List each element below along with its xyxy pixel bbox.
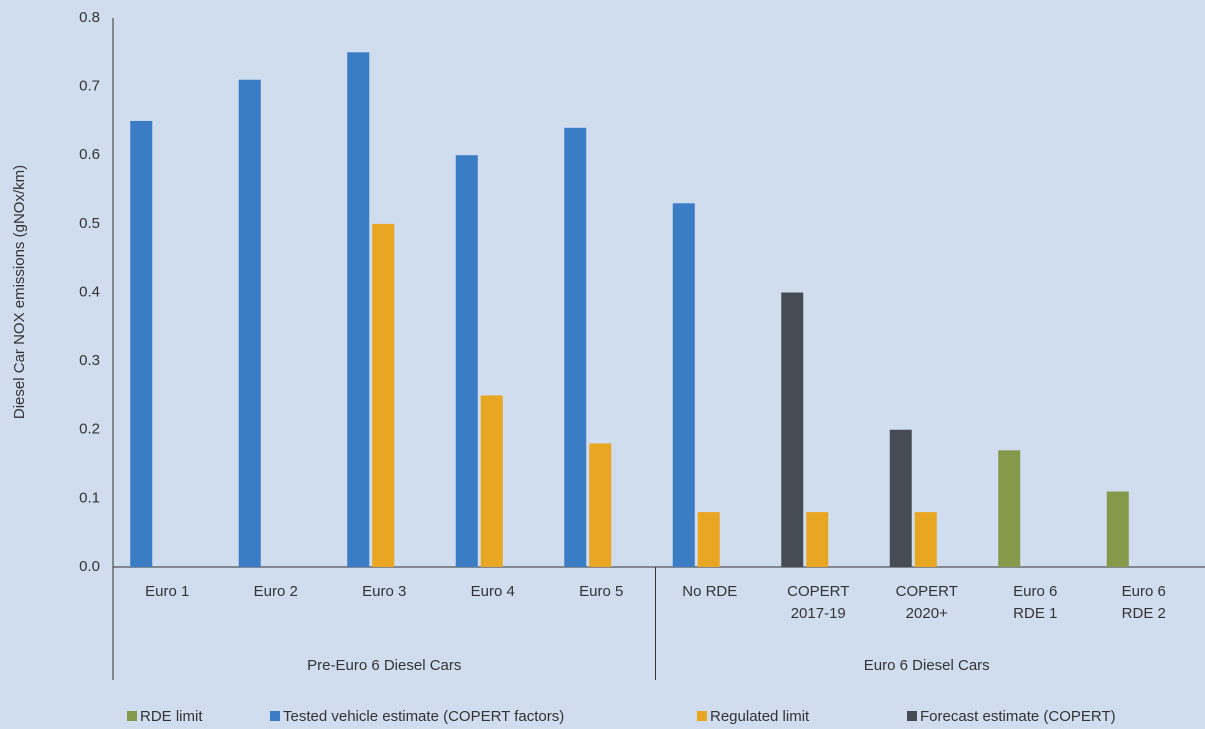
y-axis-label: Diesel Car NOX emissions (gNOx/km) — [11, 165, 28, 419]
y-tick-label: 0.5 — [79, 215, 100, 232]
y-tick-label: 0.0 — [79, 558, 100, 575]
bar — [697, 512, 720, 567]
bar — [672, 203, 695, 567]
bar — [455, 155, 478, 567]
legend-swatch — [270, 711, 280, 721]
y-tick-label: 0.2 — [79, 421, 100, 438]
x-tick-label: Euro 3 — [362, 583, 406, 600]
x-tick-label: Euro 1 — [145, 583, 189, 600]
bar — [998, 450, 1021, 567]
legend-label: Tested vehicle estimate (COPERT factors) — [283, 708, 564, 725]
x-tick-label: Euro 5 — [579, 583, 623, 600]
y-tick-label: 0.8 — [79, 9, 100, 26]
legend-swatch — [907, 711, 917, 721]
x-tick-label: Euro 2 — [254, 583, 298, 600]
bar — [238, 79, 261, 567]
y-tick-label: 0.3 — [79, 352, 100, 369]
x-tick-label: No RDE — [682, 583, 737, 600]
legend-label: RDE limit — [140, 708, 203, 725]
x-tick-label: COPERT — [787, 583, 849, 600]
bar — [1106, 491, 1129, 567]
y-tick-label: 0.7 — [79, 78, 100, 95]
group-label: Pre-Euro 6 Diesel Cars — [307, 657, 461, 674]
group-label: Euro 6 Diesel Cars — [864, 657, 990, 674]
x-tick-label: RDE 2 — [1122, 605, 1166, 622]
x-tick-label: Euro 6 — [1122, 583, 1166, 600]
x-tick-label: RDE 1 — [1013, 605, 1057, 622]
y-tick-label: 0.6 — [79, 146, 100, 163]
bar — [914, 512, 937, 567]
bar — [372, 223, 395, 567]
legend-swatch — [127, 711, 137, 721]
legend-label: Regulated limit — [710, 708, 810, 725]
bar — [130, 120, 153, 567]
x-tick-label: 2020+ — [906, 605, 948, 622]
bar — [589, 443, 612, 567]
bar — [889, 429, 912, 567]
x-tick-label: COPERT — [896, 583, 958, 600]
bar — [781, 292, 804, 567]
legend-label: Forecast estimate (COPERT) — [920, 708, 1116, 725]
bar — [806, 512, 829, 567]
bar — [564, 127, 587, 568]
bar — [480, 395, 503, 567]
bar — [347, 52, 370, 567]
y-tick-label: 0.4 — [79, 283, 100, 300]
x-tick-label: 2017-19 — [791, 605, 846, 622]
x-tick-label: Euro 4 — [471, 583, 515, 600]
x-tick-label: Euro 6 — [1013, 583, 1057, 600]
y-tick-label: 0.1 — [79, 489, 100, 506]
legend-swatch — [697, 711, 707, 721]
